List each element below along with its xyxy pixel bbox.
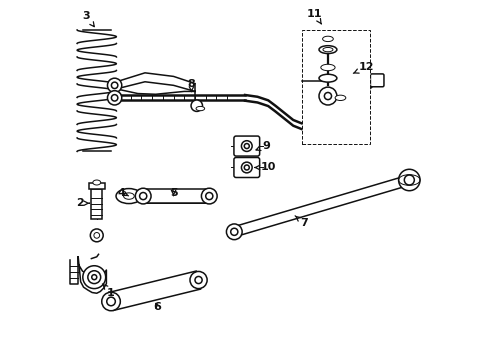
FancyBboxPatch shape: [234, 136, 260, 156]
Text: 5: 5: [170, 188, 177, 198]
Ellipse shape: [335, 95, 346, 100]
Circle shape: [226, 224, 242, 240]
Polygon shape: [109, 271, 201, 310]
Circle shape: [102, 292, 121, 311]
Circle shape: [245, 144, 249, 149]
Circle shape: [107, 78, 122, 93]
Text: 8: 8: [188, 78, 196, 91]
Text: 11: 11: [307, 9, 322, 24]
Ellipse shape: [123, 193, 134, 199]
Circle shape: [206, 193, 213, 200]
FancyBboxPatch shape: [370, 74, 384, 87]
Ellipse shape: [93, 180, 100, 185]
Polygon shape: [233, 175, 411, 237]
Circle shape: [83, 266, 106, 289]
Bar: [89, 183, 104, 189]
Circle shape: [190, 271, 207, 289]
Ellipse shape: [323, 48, 333, 52]
Circle shape: [245, 165, 249, 170]
Circle shape: [319, 87, 337, 105]
Circle shape: [92, 275, 97, 280]
FancyBboxPatch shape: [143, 189, 209, 203]
Circle shape: [191, 100, 202, 111]
Ellipse shape: [196, 107, 205, 111]
Circle shape: [140, 193, 147, 200]
Circle shape: [324, 93, 332, 100]
Ellipse shape: [319, 74, 337, 82]
Circle shape: [231, 228, 238, 235]
Circle shape: [195, 276, 202, 284]
Circle shape: [88, 271, 100, 284]
Ellipse shape: [321, 64, 335, 71]
Text: 4: 4: [118, 188, 128, 198]
Text: 7: 7: [295, 216, 308, 228]
Circle shape: [90, 229, 103, 242]
Text: 9: 9: [256, 141, 270, 151]
Circle shape: [94, 233, 99, 238]
Circle shape: [107, 297, 115, 306]
Circle shape: [398, 169, 420, 191]
Circle shape: [107, 91, 122, 105]
Text: 10: 10: [255, 162, 276, 172]
Circle shape: [242, 162, 252, 173]
Ellipse shape: [322, 36, 333, 41]
Bar: [302, 30, 370, 144]
Text: 12: 12: [353, 63, 374, 73]
Circle shape: [201, 188, 217, 204]
Circle shape: [242, 141, 252, 152]
Ellipse shape: [116, 189, 142, 203]
Ellipse shape: [319, 46, 337, 54]
Polygon shape: [78, 257, 106, 293]
Circle shape: [111, 95, 118, 101]
Circle shape: [111, 82, 118, 89]
Bar: [91, 189, 102, 219]
FancyBboxPatch shape: [234, 157, 260, 177]
Circle shape: [135, 188, 151, 204]
Circle shape: [404, 175, 415, 185]
Text: 2: 2: [76, 198, 89, 208]
Text: 1: 1: [102, 284, 115, 297]
Text: 3: 3: [82, 11, 94, 27]
Text: 6: 6: [153, 302, 161, 312]
